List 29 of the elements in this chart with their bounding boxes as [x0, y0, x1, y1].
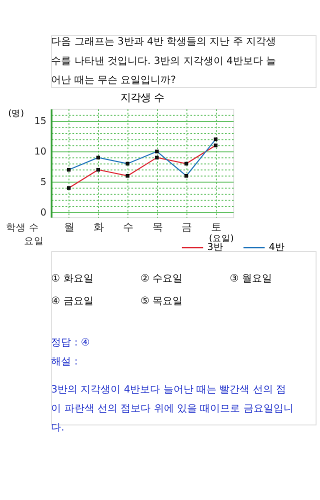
- legend-label: 3반: [207, 242, 224, 254]
- text: 요일: [24, 236, 44, 248]
- y-axis-title: (명): [8, 109, 24, 120]
- chart-title: 지각생 수: [120, 92, 164, 104]
- text: ③ 월요일: [230, 273, 272, 284]
- text: 수를 나타낸 것입니다. 3반의 지각생이 4반보다 늘: [51, 56, 276, 67]
- x-tick-label: 월: [64, 222, 74, 234]
- x-tick-label: 금: [182, 222, 192, 234]
- text: ② 수요일: [140, 273, 183, 284]
- text: 정답 : ④: [51, 338, 90, 349]
- text: 학생 수: [6, 222, 40, 234]
- y-tick-label: 15: [34, 116, 46, 128]
- x-tick-label: 수: [122, 222, 133, 234]
- text: 3반의 지각생이 4반보다 늘어난 때는 빨간색 선의 점: [51, 384, 286, 396]
- y-tick-label: 10: [34, 146, 46, 158]
- text: 다.: [51, 422, 64, 434]
- x-tick-label: 토: [211, 222, 222, 234]
- text: 다음 그래프는 3반과 4반 학생들의 지난 주 지각생: [51, 36, 276, 48]
- text: 이 파란색 선의 점보다 위에 있을 때이므로 금요일입니: [51, 404, 294, 415]
- x-tick-label: 목: [152, 222, 162, 234]
- text: ⑤ 목요일: [140, 296, 183, 307]
- x-tick-label: 화: [94, 222, 104, 234]
- text: ① 화요일: [51, 273, 94, 284]
- y-tick-label: 5: [40, 176, 46, 188]
- y-tick-label: 0: [40, 207, 46, 218]
- text: ④ 금요일: [51, 296, 94, 307]
- legend-label: 4반: [268, 242, 285, 254]
- text: 어난 때는 무슨 요일입니까?: [51, 74, 176, 86]
- text: 해설 :: [51, 356, 78, 368]
